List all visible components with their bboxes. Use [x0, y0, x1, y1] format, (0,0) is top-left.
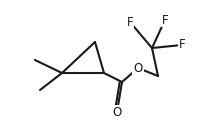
- Text: O: O: [133, 62, 143, 75]
- Text: F: F: [127, 15, 133, 29]
- Text: F: F: [179, 39, 185, 51]
- Text: O: O: [112, 105, 122, 119]
- Text: F: F: [162, 14, 168, 26]
